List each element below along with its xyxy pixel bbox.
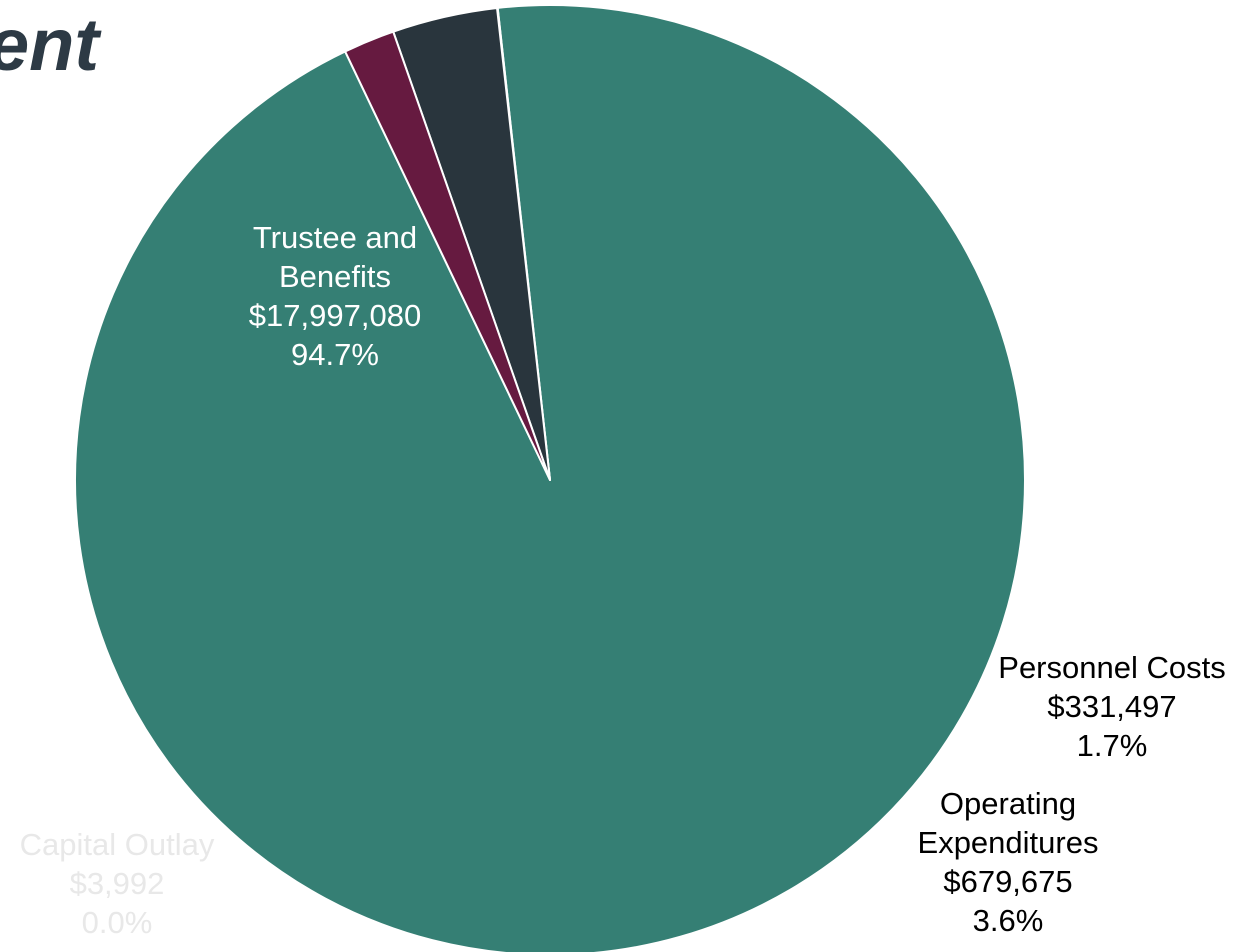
page-title: ent bbox=[0, 3, 99, 86]
slice-label-personnel-costs: Personnel Costs $331,497 1.7% bbox=[998, 650, 1225, 763]
pie-slice-personnel-costs bbox=[344, 30, 551, 481]
slice-label-trustee-and-benefits: Trustee and Benefits $17,997,080 94.7% bbox=[249, 220, 421, 372]
slice-label-capital-outlay: Capital Outlay $3,992 0.0% bbox=[20, 827, 215, 940]
slice-label-operating-expenditures: Operating Expenditures $679,675 3.6% bbox=[918, 786, 1099, 938]
